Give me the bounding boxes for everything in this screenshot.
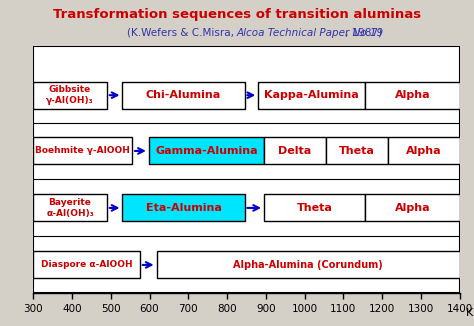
- Text: Diaspore α-AlOOH: Diaspore α-AlOOH: [41, 260, 132, 269]
- Text: Kappa-Alumina: Kappa-Alumina: [264, 90, 359, 100]
- Bar: [33, 251, 140, 278]
- Text: K: K: [465, 308, 473, 318]
- Bar: [258, 82, 365, 109]
- Text: Eta-Alumina: Eta-Alumina: [146, 203, 221, 213]
- Text: (K.Wefers & C.Misra,: (K.Wefers & C.Misra,: [127, 28, 237, 38]
- Text: Gamma-Alumina: Gamma-Alumina: [155, 146, 258, 156]
- Text: Transformation sequences of transition aluminas: Transformation sequences of transition a…: [53, 8, 421, 21]
- Bar: [264, 195, 365, 221]
- Bar: [33, 138, 132, 164]
- Bar: [264, 138, 326, 164]
- Bar: [149, 138, 264, 164]
- Text: Bayerite
α-Al(OH)₃: Bayerite α-Al(OH)₃: [46, 198, 94, 218]
- Bar: [388, 138, 460, 164]
- Text: Alcoa Technical Paper No.19: Alcoa Technical Paper No.19: [237, 28, 384, 38]
- Text: Alpha: Alpha: [406, 146, 442, 156]
- Text: Alpha-Alumina (Corundum): Alpha-Alumina (Corundum): [233, 260, 383, 270]
- Text: Alpha: Alpha: [394, 203, 430, 213]
- Text: Delta: Delta: [278, 146, 311, 156]
- Text: Theta: Theta: [296, 203, 332, 213]
- Bar: [122, 82, 245, 109]
- Text: Chi-Alumina: Chi-Alumina: [146, 90, 221, 100]
- Bar: [33, 82, 107, 109]
- Text: Boehmite γ-AlOOH: Boehmite γ-AlOOH: [35, 146, 130, 156]
- Text: Gibbsite
γ-Al(OH)₃: Gibbsite γ-Al(OH)₃: [46, 85, 94, 105]
- Text: Alpha: Alpha: [394, 90, 430, 100]
- Bar: [156, 251, 460, 278]
- Bar: [326, 138, 388, 164]
- Bar: [33, 195, 107, 221]
- Text: Theta: Theta: [339, 146, 375, 156]
- Bar: [365, 82, 460, 109]
- Text: , 1987): , 1987): [345, 28, 382, 38]
- Bar: [365, 195, 460, 221]
- Bar: [122, 195, 245, 221]
